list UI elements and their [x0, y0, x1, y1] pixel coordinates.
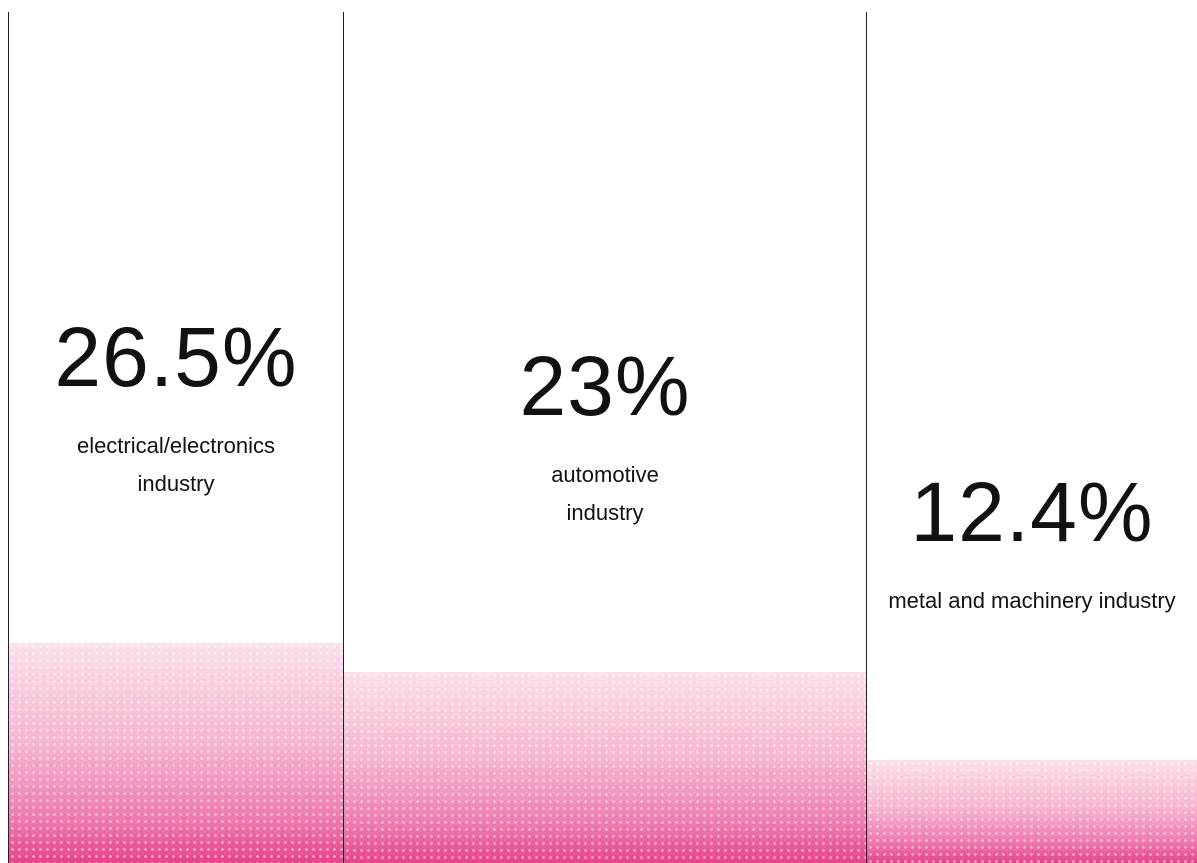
stat-group: 23% automotive industry	[344, 344, 866, 532]
category-label: metal and machinery industry	[888, 588, 1176, 614]
bar	[344, 672, 866, 863]
category-label: automotive industry	[551, 462, 659, 526]
column-divider	[8, 12, 9, 863]
stat-group: 12.4% metal and machinery industry	[867, 470, 1197, 620]
bar	[867, 760, 1197, 863]
stat-group: 26.5% electrical/electronics industry	[9, 315, 343, 503]
value-label: 26.5%	[54, 310, 298, 405]
category-label: electrical/electronics industry	[76, 433, 276, 497]
column-divider	[866, 12, 867, 863]
value-label: 12.4%	[910, 465, 1154, 560]
column: 26.5% electrical/electronics industry	[9, 12, 343, 863]
value-label: 23%	[519, 339, 691, 434]
column: 23% automotive industry	[344, 12, 866, 863]
column: 12.4% metal and machinery industry	[867, 12, 1197, 863]
column-divider	[343, 12, 344, 863]
bar	[9, 643, 343, 863]
